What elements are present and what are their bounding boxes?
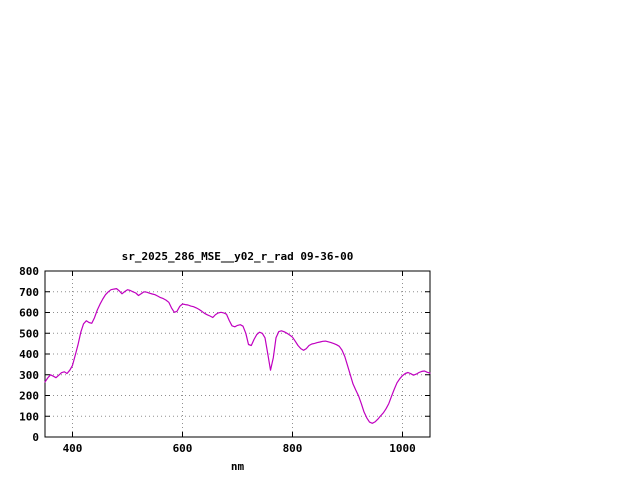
plot-title: sr_2025_286_MSE__y02_r_rad 09-36-00 xyxy=(121,250,354,263)
x-tick-label: 800 xyxy=(283,442,303,455)
y-tick-label: 700 xyxy=(19,286,39,299)
y-tick-label: 100 xyxy=(19,410,39,423)
spectrum-line xyxy=(44,288,431,424)
x-axis-label: nm xyxy=(230,460,245,473)
y-tick-label: 800 xyxy=(19,265,39,278)
x-tick-label: 1000 xyxy=(389,442,416,455)
y-tick-label: 600 xyxy=(19,307,39,320)
y-tick-label: 400 xyxy=(19,348,39,361)
x-tick-label: 600 xyxy=(173,442,193,455)
y-tick-label: 200 xyxy=(19,390,39,403)
x-tick-label: 400 xyxy=(63,442,83,455)
y-tick-label: 0 xyxy=(32,431,39,444)
y-tick-label: 300 xyxy=(19,369,39,382)
y-tick-label: 500 xyxy=(19,327,39,340)
